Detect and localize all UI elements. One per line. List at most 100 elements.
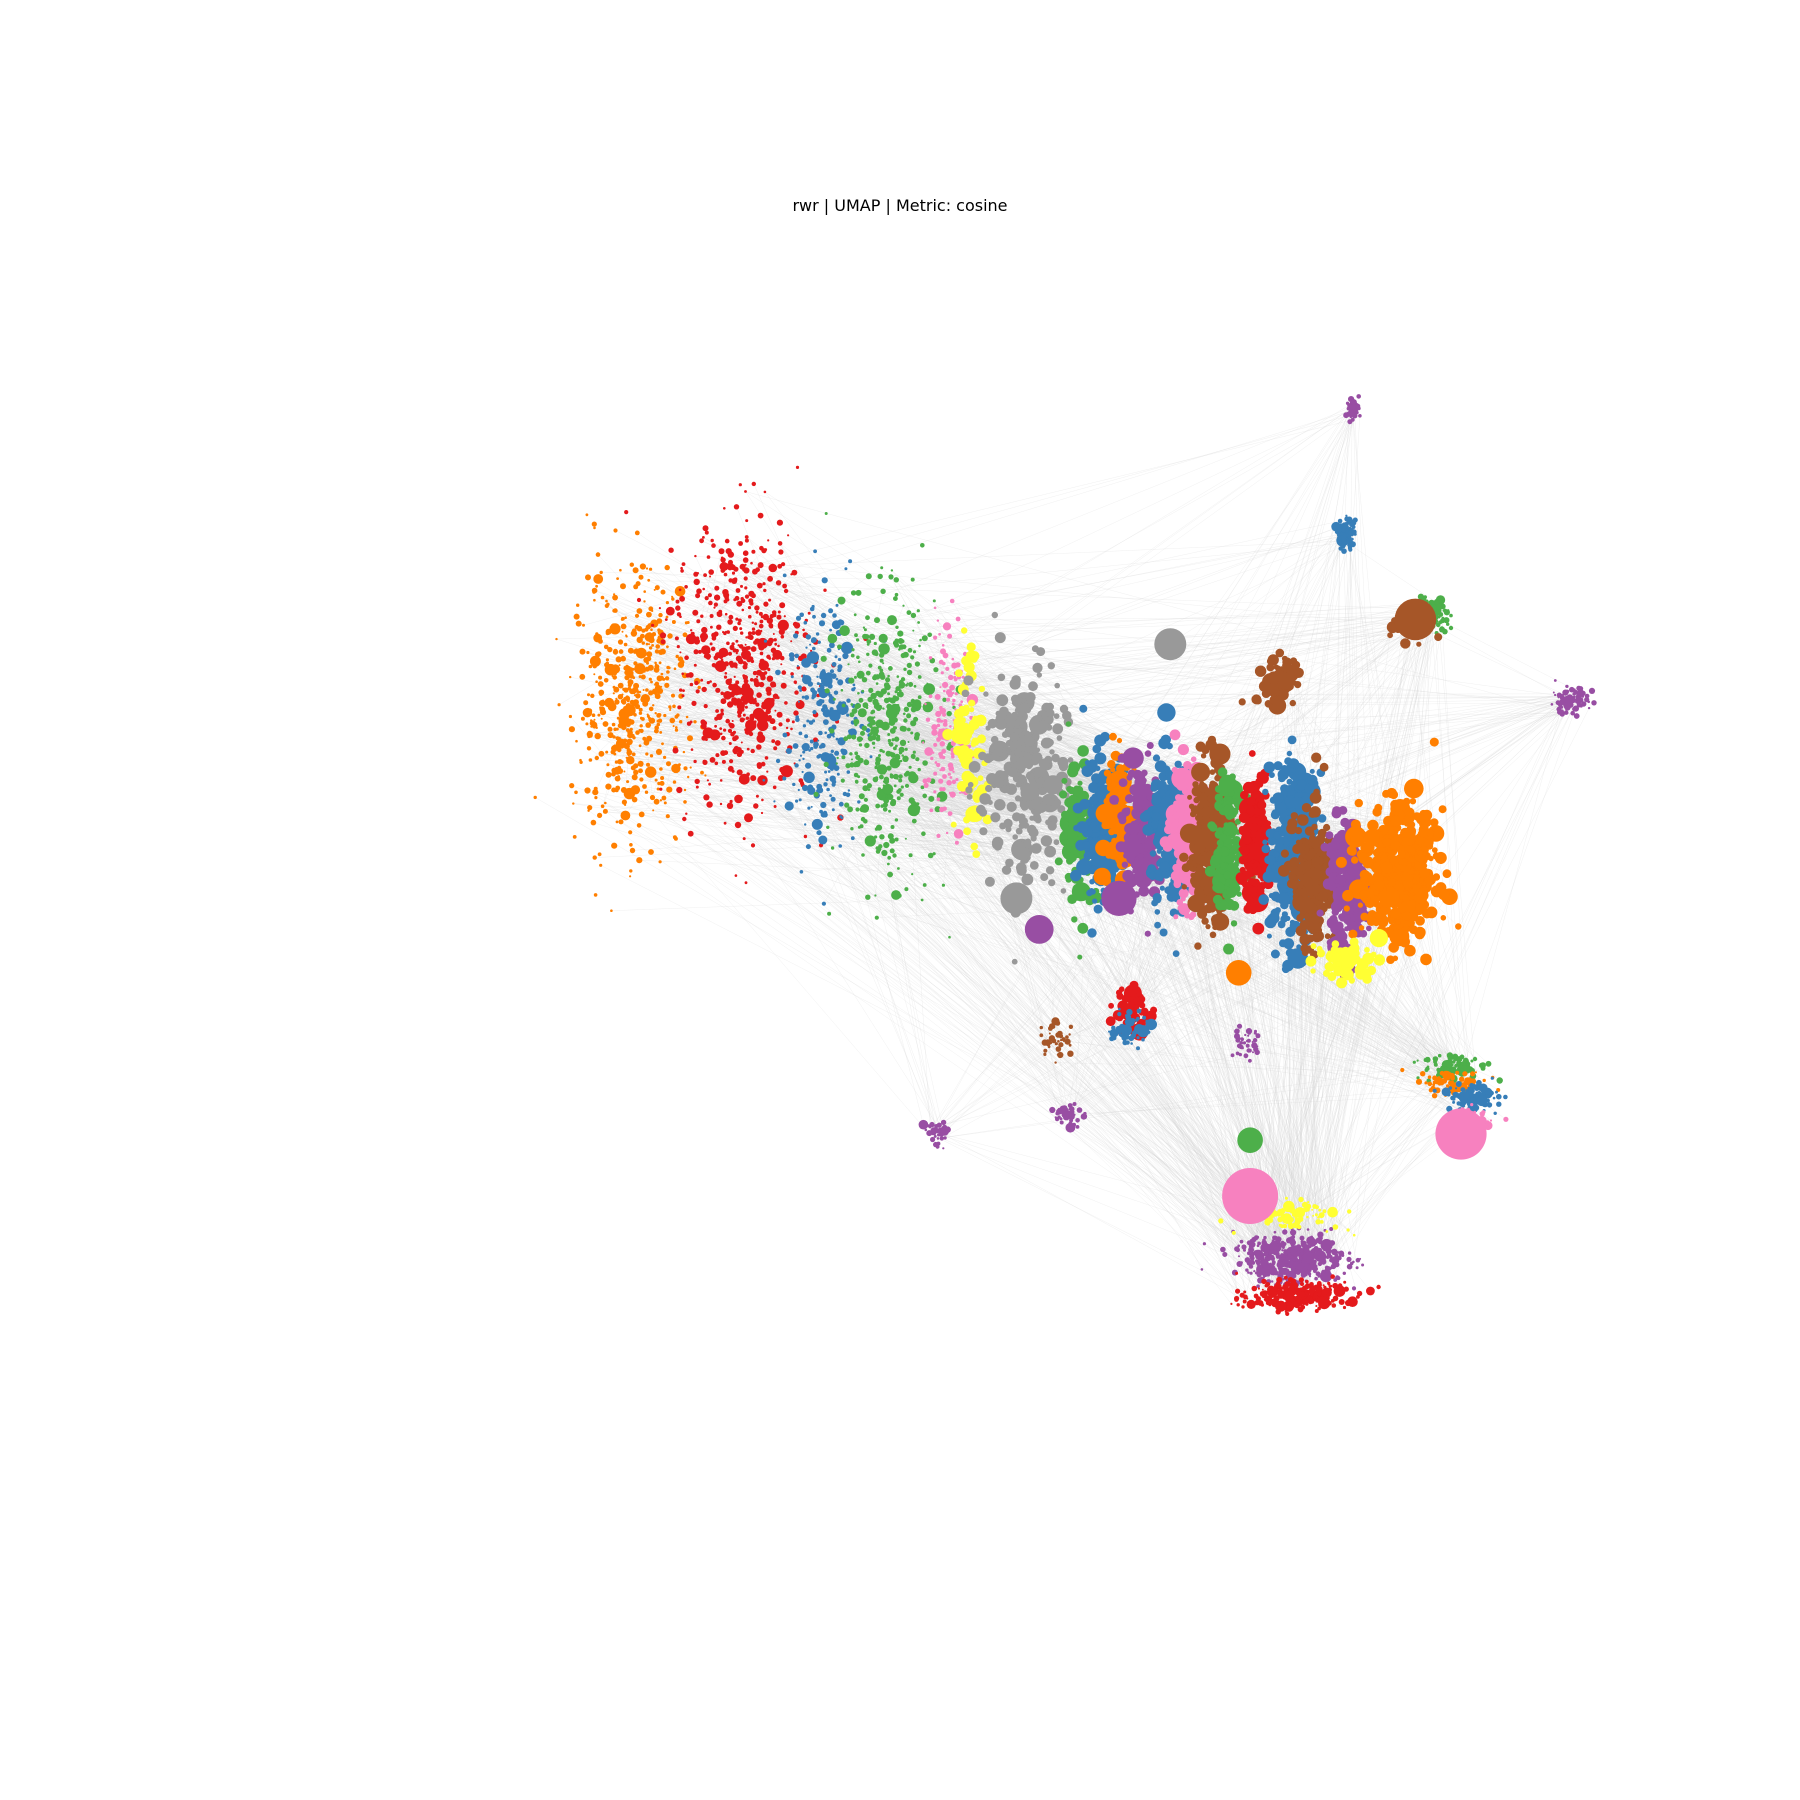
node-point bbox=[620, 656, 626, 662]
node-point bbox=[621, 630, 624, 633]
node-point bbox=[865, 615, 870, 621]
node-point bbox=[751, 549, 756, 554]
edge bbox=[681, 568, 1315, 1268]
node-point bbox=[652, 704, 655, 707]
node-point bbox=[732, 648, 737, 653]
node-point bbox=[803, 620, 808, 625]
node-point bbox=[757, 731, 763, 737]
node-point bbox=[1009, 732, 1020, 742]
node-point bbox=[675, 605, 681, 611]
edge bbox=[817, 790, 1078, 1121]
node-point bbox=[629, 843, 633, 847]
node-point bbox=[681, 562, 686, 566]
node-point bbox=[827, 911, 832, 916]
node-point bbox=[743, 718, 746, 721]
node-point bbox=[580, 716, 585, 721]
node-point bbox=[831, 808, 835, 812]
node-point bbox=[836, 772, 840, 776]
node-point bbox=[642, 689, 645, 691]
node-point bbox=[615, 697, 618, 701]
node-point bbox=[653, 666, 660, 673]
node-point bbox=[783, 588, 789, 594]
edge bbox=[839, 666, 959, 674]
node-point bbox=[661, 742, 664, 746]
node-point bbox=[898, 774, 903, 779]
node-point bbox=[763, 639, 768, 643]
node-point bbox=[883, 841, 890, 849]
edge bbox=[616, 587, 746, 700]
node-point bbox=[733, 745, 740, 752]
node-point bbox=[656, 722, 661, 727]
node-point bbox=[813, 664, 818, 669]
node-point bbox=[659, 731, 663, 734]
edge bbox=[1141, 534, 1347, 1000]
node-point bbox=[669, 717, 676, 724]
node-point bbox=[649, 794, 656, 801]
node-point bbox=[744, 538, 749, 543]
node-point bbox=[791, 569, 798, 576]
node-point bbox=[918, 644, 921, 648]
edge bbox=[611, 672, 1467, 1069]
node-point bbox=[785, 748, 792, 754]
edge bbox=[535, 797, 1308, 1249]
node-point bbox=[894, 837, 899, 842]
edge bbox=[656, 683, 941, 1131]
node-point bbox=[868, 663, 873, 668]
node-point bbox=[718, 654, 724, 659]
node-point bbox=[904, 747, 908, 751]
node-point bbox=[604, 697, 615, 708]
node-point bbox=[1024, 706, 1032, 714]
node-point bbox=[813, 741, 819, 748]
node-point bbox=[631, 796, 638, 803]
node-point bbox=[627, 697, 630, 701]
node-point bbox=[881, 650, 887, 655]
node-point bbox=[574, 790, 578, 795]
node-point bbox=[624, 509, 629, 515]
node-point bbox=[649, 754, 654, 758]
node-point bbox=[671, 597, 675, 601]
node-point bbox=[734, 821, 742, 829]
node-point bbox=[919, 638, 922, 642]
node-point bbox=[632, 736, 636, 740]
node-point bbox=[654, 649, 660, 654]
node-point bbox=[888, 574, 894, 580]
node-point bbox=[802, 675, 812, 685]
node-point bbox=[697, 685, 701, 690]
edge bbox=[768, 669, 1234, 1232]
node-point bbox=[823, 719, 829, 725]
node-point bbox=[1048, 798, 1055, 806]
edge bbox=[601, 572, 897, 581]
node-point bbox=[797, 700, 800, 703]
edge bbox=[1073, 1124, 1281, 1263]
edge bbox=[595, 791, 1317, 938]
node-point bbox=[599, 692, 603, 696]
node-point bbox=[760, 615, 764, 619]
node-point bbox=[929, 808, 934, 813]
node-point bbox=[659, 632, 667, 639]
edge bbox=[615, 668, 976, 814]
node-point bbox=[896, 796, 901, 801]
node-point bbox=[861, 725, 867, 731]
node-point bbox=[732, 663, 736, 667]
node-point bbox=[938, 632, 941, 636]
node-point bbox=[648, 706, 654, 712]
node-point bbox=[1064, 797, 1075, 808]
node-point bbox=[572, 835, 577, 839]
node-point bbox=[568, 714, 573, 719]
node-point bbox=[863, 797, 869, 802]
node-point bbox=[1028, 681, 1038, 692]
node-point bbox=[849, 712, 855, 718]
node-point bbox=[742, 713, 746, 717]
node-point bbox=[799, 612, 804, 618]
node-point bbox=[643, 590, 646, 593]
node-point bbox=[626, 780, 630, 784]
node-point bbox=[621, 693, 624, 696]
node-point bbox=[587, 730, 592, 735]
node-point bbox=[1052, 723, 1064, 735]
node-point bbox=[726, 802, 734, 809]
node-point bbox=[869, 724, 873, 729]
node-point bbox=[594, 732, 601, 740]
node-point bbox=[752, 568, 758, 575]
node-point bbox=[606, 602, 610, 606]
node-point bbox=[850, 590, 857, 596]
